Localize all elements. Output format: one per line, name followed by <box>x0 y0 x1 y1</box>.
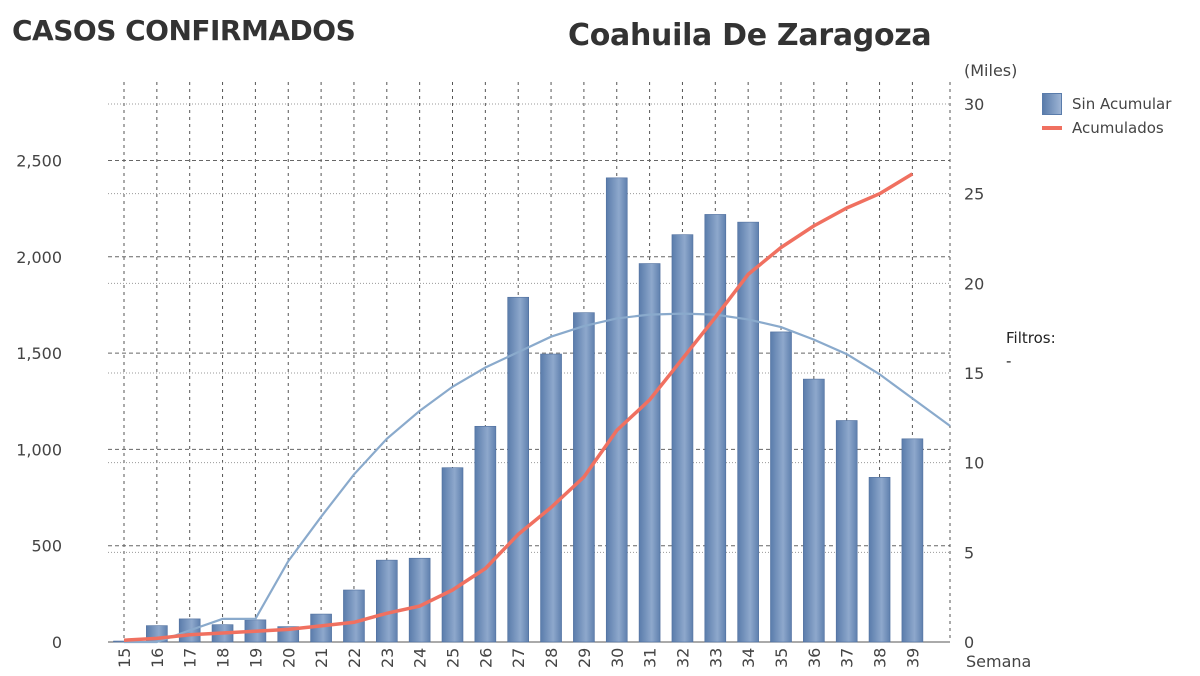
y-left-tick-500: 500 <box>31 537 62 556</box>
x-tick-16: 16 <box>148 648 167 668</box>
y-left-tick-1000: 1,000 <box>16 440 62 459</box>
y-left-tick-1500: 1,500 <box>16 344 62 363</box>
legend-label-acumulados: Acumulados <box>1072 119 1164 137</box>
filters-value: - <box>1006 352 1012 370</box>
x-tick-19: 19 <box>246 648 265 668</box>
x-tick-39: 39 <box>903 648 922 668</box>
x-tick-34: 34 <box>739 648 758 668</box>
legend: Sin Acumular Acumulados <box>1042 92 1171 140</box>
bar-week-34 <box>737 221 759 643</box>
legend-item-bars[interactable]: Sin Acumular <box>1042 92 1171 116</box>
x-tick-28: 28 <box>542 648 561 668</box>
x-tick-36: 36 <box>805 648 824 668</box>
legend-item-line[interactable]: Acumulados <box>1042 116 1171 140</box>
y-right-axis-label: (Miles) <box>964 61 1017 80</box>
x-tick-17: 17 <box>181 648 200 668</box>
y-left-tick-0: 0 <box>52 633 62 652</box>
x-tick-18: 18 <box>214 648 233 668</box>
x-tick-33: 33 <box>706 648 725 668</box>
x-tick-23: 23 <box>378 648 397 668</box>
chart-title: CASOS CONFIRMADOS <box>12 14 356 47</box>
bar-week-28 <box>540 353 562 643</box>
x-tick-38: 38 <box>871 648 890 668</box>
bar-week-33 <box>704 214 727 643</box>
y-right-tick-15: 15 <box>964 364 984 383</box>
bar-week-24 <box>408 557 431 643</box>
bar-week-31 <box>638 263 661 643</box>
x-tick-21: 21 <box>312 648 331 668</box>
bar-week-27 <box>507 296 530 643</box>
y-right-tick-25: 25 <box>964 185 984 204</box>
y-right-tick-5: 5 <box>964 543 974 562</box>
legend-label-sin-acumular: Sin Acumular <box>1072 95 1172 113</box>
x-tick-15: 15 <box>115 648 134 668</box>
bar-week-36 <box>803 378 825 643</box>
x-tick-37: 37 <box>838 648 857 668</box>
x-tick-20: 20 <box>279 648 298 668</box>
x-tick-29: 29 <box>575 648 594 668</box>
bar-week-37 <box>835 420 858 643</box>
x-tick-32: 32 <box>673 648 692 668</box>
x-tick-24: 24 <box>411 648 430 668</box>
chart-subtitle: Coahuila De Zaragoza <box>568 18 932 53</box>
x-tick-31: 31 <box>641 648 660 668</box>
legend-bar-swatch <box>1042 93 1062 115</box>
x-tick-35: 35 <box>772 648 791 668</box>
y-right-tick-10: 10 <box>964 454 984 473</box>
bar-week-23 <box>375 559 398 643</box>
y-left-tick-2000: 2,000 <box>16 248 62 267</box>
bar-week-35 <box>770 331 792 643</box>
bar-week-25 <box>441 467 464 643</box>
bar-week-22 <box>343 589 365 643</box>
bar-week-32 <box>671 234 694 643</box>
acumulados-line <box>123 172 914 642</box>
bar-week-26 <box>474 425 497 643</box>
filters-label: Filtros: <box>1006 329 1056 347</box>
bar-series <box>113 177 924 643</box>
legend-line-swatch <box>1042 126 1062 130</box>
axes: 0 500 1,000 1,500 2,000 2,500 0 5 10 15 20 25 30 (Mil… <box>16 61 1031 671</box>
x-tick-26: 26 <box>476 648 495 668</box>
y-left-tick-2500: 2,500 <box>16 152 62 171</box>
bar-week-30 <box>605 177 628 643</box>
x-tick-30: 30 <box>608 648 627 668</box>
y-right-tick-30: 30 <box>964 95 984 114</box>
bar-week-38 <box>868 477 891 643</box>
line-series <box>123 172 951 644</box>
y-right-tick-20: 20 <box>964 274 984 293</box>
x-tick-27: 27 <box>509 648 528 668</box>
bar-week-39 <box>901 438 924 643</box>
x-tick-22: 22 <box>345 648 364 668</box>
x-axis-label: Semana <box>966 652 1031 671</box>
x-tick-25: 25 <box>444 648 463 668</box>
y-right-tick-0: 0 <box>964 633 974 652</box>
trend-line <box>124 312 951 644</box>
